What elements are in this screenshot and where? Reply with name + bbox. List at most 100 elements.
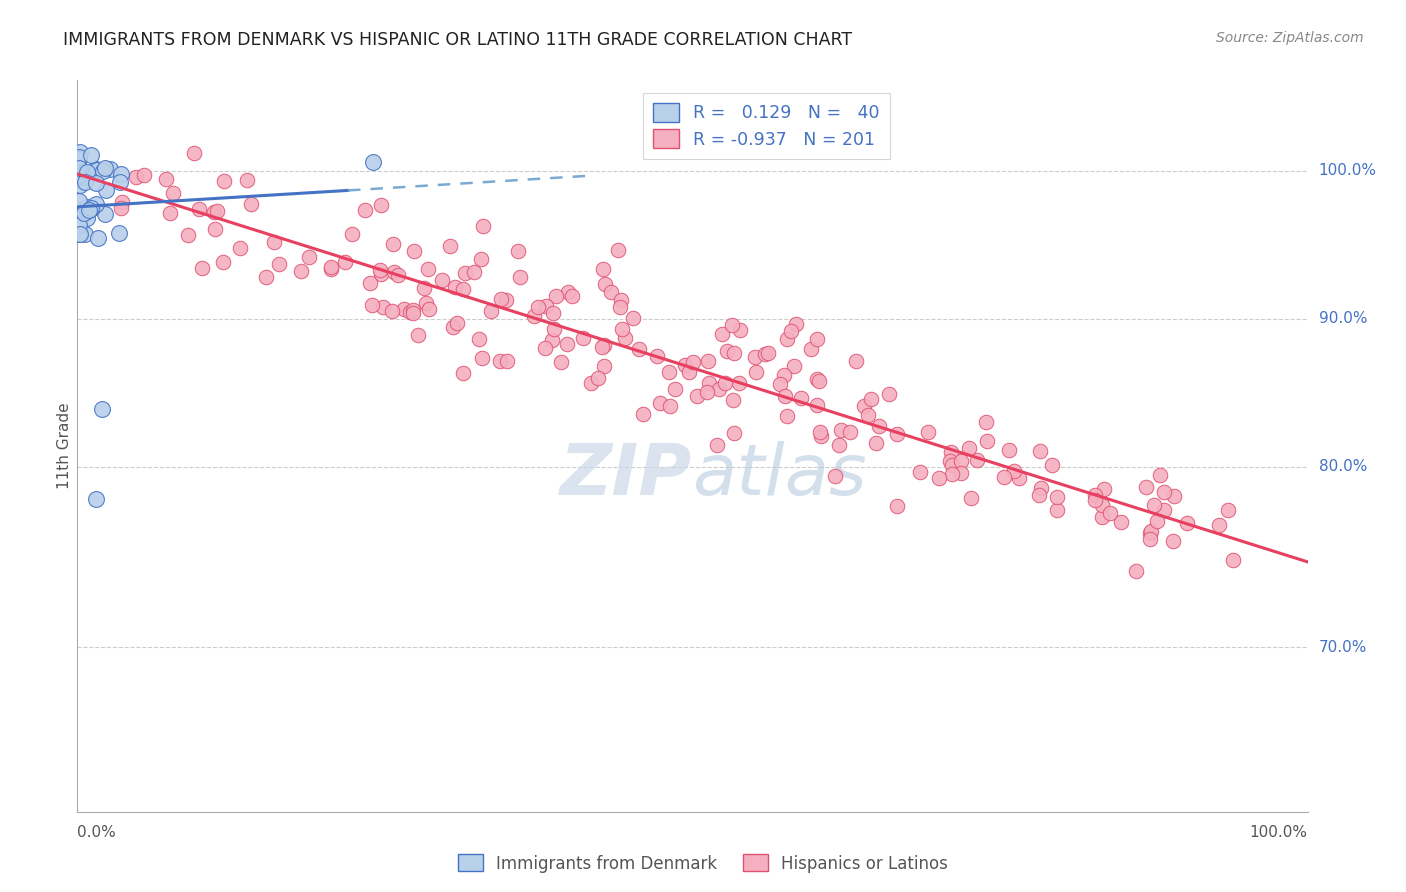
Point bbox=[780, 324, 803, 338]
Point bbox=[162, 186, 184, 200]
Text: 70.0%: 70.0% bbox=[1319, 640, 1367, 655]
Point bbox=[858, 408, 880, 422]
Text: 80.0%: 80.0% bbox=[1319, 459, 1367, 474]
Point bbox=[1135, 480, 1157, 494]
Point bbox=[67, 150, 90, 164]
Point bbox=[72, 168, 94, 182]
Point bbox=[957, 441, 980, 455]
Point bbox=[298, 250, 321, 264]
Point bbox=[1092, 482, 1115, 496]
Point bbox=[853, 399, 876, 413]
Point bbox=[1046, 490, 1069, 504]
Point bbox=[808, 374, 831, 388]
Point bbox=[845, 354, 868, 368]
Point bbox=[488, 353, 510, 368]
Point bbox=[710, 326, 733, 341]
Point bbox=[82, 201, 104, 215]
Point bbox=[754, 347, 776, 361]
Point bbox=[110, 167, 132, 181]
Point bbox=[697, 376, 720, 390]
Point bbox=[508, 244, 530, 258]
Point bbox=[439, 239, 461, 253]
Point bbox=[756, 346, 779, 360]
Point bbox=[678, 365, 700, 379]
Point bbox=[67, 153, 90, 167]
Point bbox=[467, 333, 489, 347]
Legend: R =   0.129   N =   40, R = -0.937   N = 201: R = 0.129 N = 40, R = -0.937 N = 201 bbox=[643, 93, 890, 159]
Point bbox=[402, 303, 425, 318]
Point bbox=[340, 227, 363, 242]
Point bbox=[359, 276, 381, 290]
Point bbox=[110, 201, 132, 215]
Point bbox=[418, 302, 440, 317]
Point bbox=[773, 389, 796, 403]
Point bbox=[917, 425, 939, 439]
Point bbox=[1161, 533, 1184, 548]
Point bbox=[593, 277, 616, 292]
Point bbox=[1040, 458, 1063, 472]
Point bbox=[413, 281, 436, 295]
Point bbox=[1109, 515, 1132, 529]
Point bbox=[941, 467, 963, 482]
Point bbox=[86, 161, 108, 176]
Text: 100.0%: 100.0% bbox=[1319, 163, 1376, 178]
Point bbox=[886, 427, 908, 442]
Point bbox=[229, 241, 252, 255]
Point bbox=[236, 172, 259, 186]
Point bbox=[810, 429, 832, 443]
Point bbox=[94, 183, 117, 197]
Point bbox=[489, 292, 512, 306]
Point bbox=[204, 222, 226, 236]
Point bbox=[800, 342, 823, 356]
Point bbox=[183, 146, 205, 161]
Point bbox=[76, 200, 98, 214]
Point bbox=[402, 306, 425, 320]
Point bbox=[773, 368, 796, 382]
Point bbox=[430, 273, 453, 287]
Point bbox=[479, 304, 502, 318]
Point bbox=[939, 454, 962, 468]
Point bbox=[1028, 488, 1050, 502]
Point bbox=[782, 359, 804, 374]
Point bbox=[723, 346, 745, 360]
Point bbox=[77, 203, 100, 218]
Text: ZIP: ZIP bbox=[560, 441, 693, 509]
Point bbox=[94, 161, 117, 175]
Point bbox=[472, 219, 495, 234]
Point bbox=[76, 165, 98, 179]
Point bbox=[609, 293, 631, 307]
Point bbox=[110, 175, 132, 189]
Point bbox=[371, 300, 394, 314]
Point bbox=[546, 288, 568, 302]
Point bbox=[682, 355, 704, 369]
Point bbox=[839, 425, 862, 439]
Point bbox=[1222, 552, 1244, 566]
Point bbox=[67, 168, 90, 182]
Point bbox=[993, 470, 1015, 484]
Point bbox=[67, 202, 90, 217]
Point bbox=[267, 257, 290, 271]
Point bbox=[1149, 468, 1171, 483]
Point bbox=[1029, 443, 1052, 458]
Point bbox=[785, 317, 807, 331]
Point bbox=[790, 391, 813, 405]
Point bbox=[706, 438, 728, 452]
Point bbox=[697, 353, 720, 368]
Point bbox=[865, 435, 887, 450]
Point bbox=[806, 372, 828, 386]
Point bbox=[686, 389, 709, 403]
Point bbox=[110, 194, 132, 209]
Point bbox=[997, 442, 1019, 457]
Point bbox=[1002, 465, 1025, 479]
Point bbox=[471, 351, 494, 365]
Point bbox=[599, 285, 621, 299]
Point bbox=[806, 332, 828, 346]
Point bbox=[658, 365, 681, 379]
Point bbox=[1139, 532, 1161, 546]
Point bbox=[446, 316, 468, 330]
Point bbox=[830, 423, 852, 437]
Point bbox=[633, 407, 655, 421]
Point bbox=[1125, 564, 1147, 578]
Point bbox=[406, 328, 429, 343]
Point bbox=[648, 396, 671, 410]
